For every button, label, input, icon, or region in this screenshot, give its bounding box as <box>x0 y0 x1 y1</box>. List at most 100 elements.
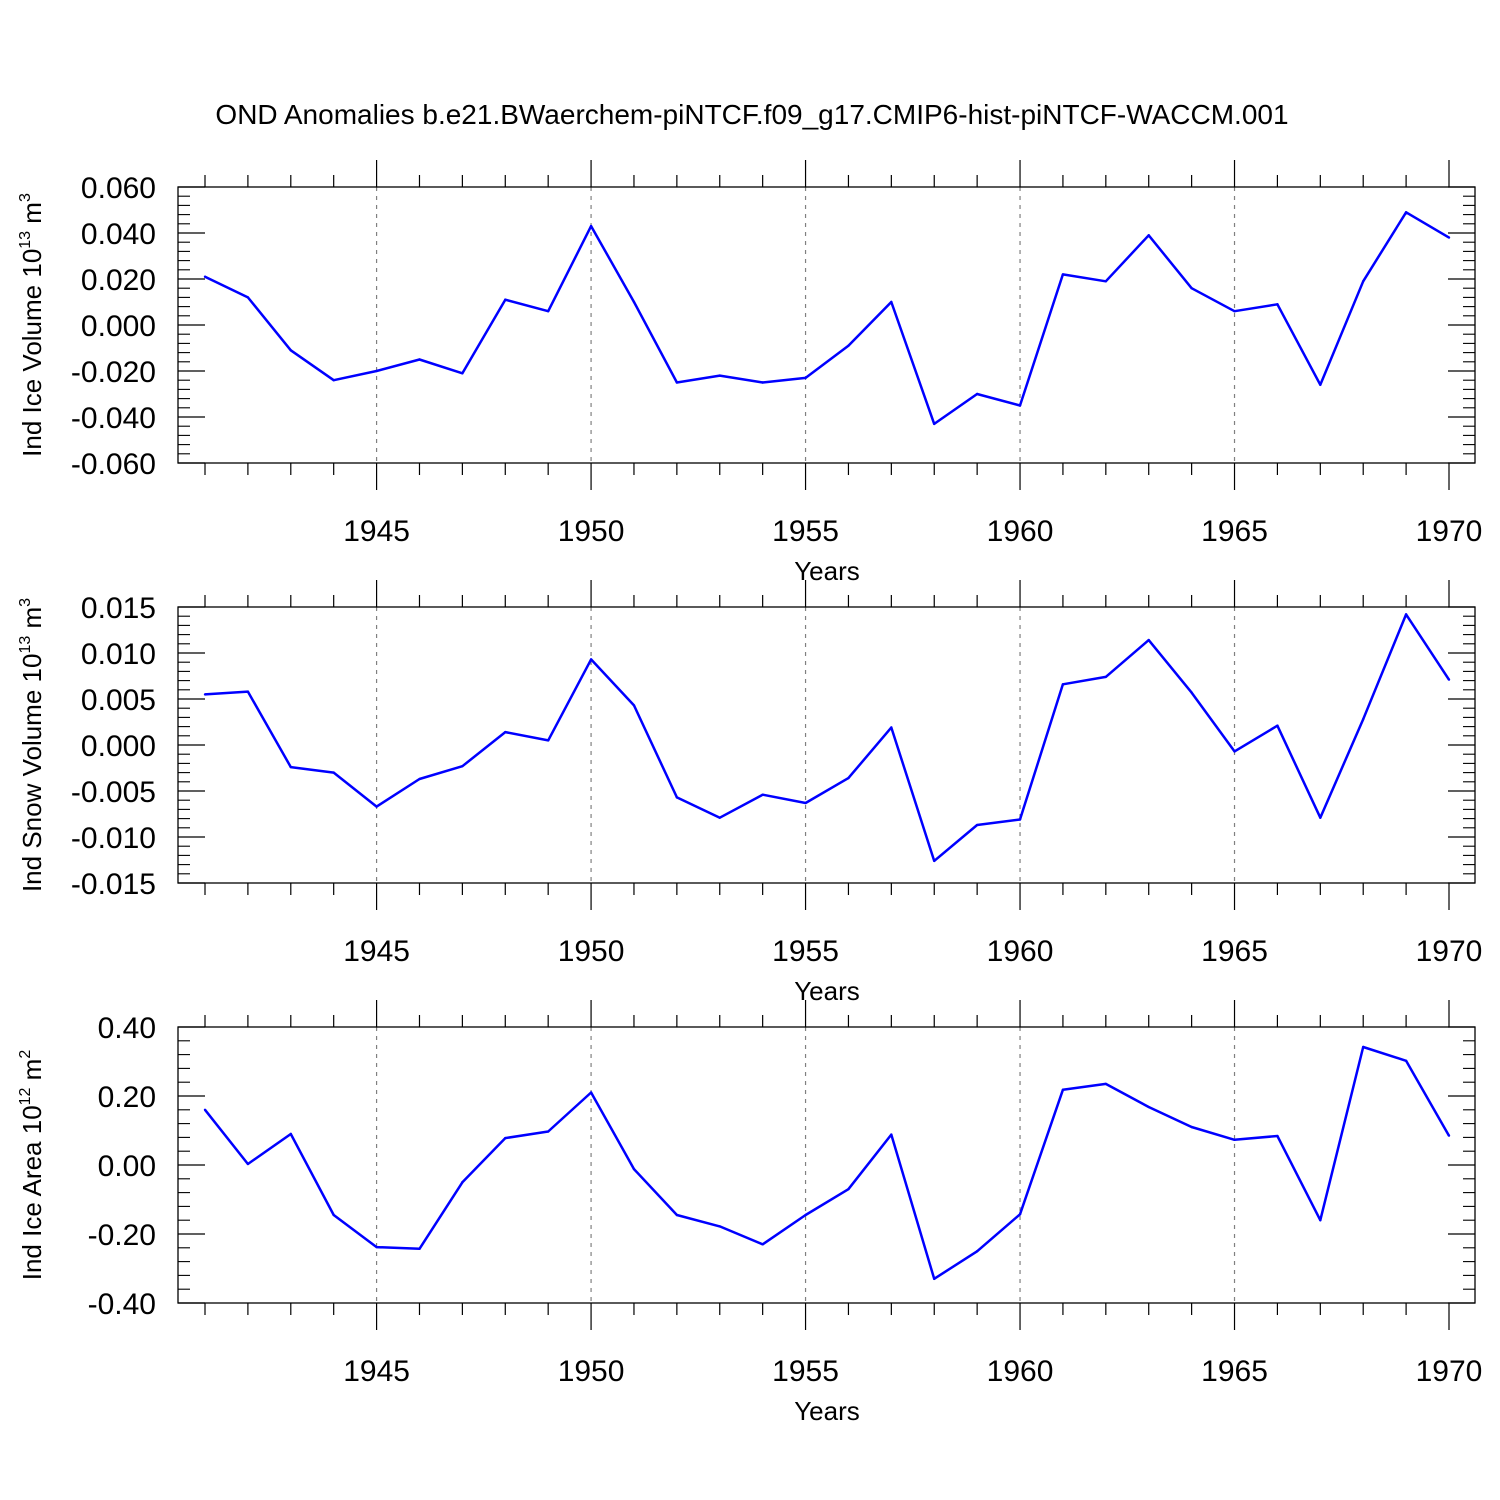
data-point <box>1276 303 1279 306</box>
data-point <box>418 777 421 781</box>
x-tick-label: 1970 <box>1416 515 1483 548</box>
y-axis-label: Ind Ice Volume 1013 m3 <box>17 193 47 457</box>
data-point <box>546 739 550 742</box>
data-point <box>1276 1134 1279 1138</box>
data-point <box>718 374 721 377</box>
x-tick-label: 1970 <box>1416 1355 1483 1388</box>
x-axis-label: Years <box>794 976 860 1006</box>
x-tick-label: 1950 <box>558 515 625 548</box>
y-tick-label: 0.000 <box>81 310 156 343</box>
data-point <box>632 1167 636 1171</box>
x-tick-label: 1945 <box>343 1355 410 1388</box>
data-point <box>589 224 593 228</box>
data-point <box>804 376 807 380</box>
y-tick-label: 0.20 <box>98 1081 156 1114</box>
data-point <box>246 1162 250 1166</box>
x-tick-label: 1945 <box>343 935 410 968</box>
x-tick-label: 1965 <box>1201 1355 1268 1388</box>
data-point <box>1404 1059 1408 1063</box>
series-line <box>204 211 1450 426</box>
x-tick-label: 1950 <box>558 1355 625 1388</box>
data-point <box>418 358 421 361</box>
x-axis-label: Years <box>794 556 860 586</box>
data-point <box>375 1245 378 1249</box>
series-line <box>204 613 1451 863</box>
data-point <box>589 1091 593 1094</box>
data-point <box>1319 1219 1322 1222</box>
data-point <box>975 823 979 827</box>
data-point <box>632 300 636 304</box>
data-point <box>203 1108 207 1112</box>
data-point <box>1319 383 1322 386</box>
plot-frame <box>177 1026 1476 1304</box>
y-tick-label: -0.005 <box>71 776 156 809</box>
y-tick-label: -0.40 <box>88 1288 156 1321</box>
data-point <box>418 1247 421 1251</box>
panel-2: 1945 1950 1955 1960 1965 1970 Years -0.015 -0.01… <box>17 580 1482 1006</box>
y-tick-label: 0.015 <box>81 592 156 625</box>
x-tick-label: 1950 <box>558 935 625 968</box>
data-point <box>1233 1138 1236 1142</box>
data-point <box>504 1136 507 1140</box>
data-point <box>332 379 335 382</box>
data-point <box>761 793 764 796</box>
data-point <box>1018 404 1022 407</box>
panel-3: 1945 1950 1955 1960 1965 1970 Years -0.40 -0.20 0… <box>17 1000 1482 1426</box>
data-point <box>1404 613 1408 616</box>
data-point <box>375 369 378 373</box>
data-point <box>975 392 979 396</box>
data-point <box>761 1243 764 1246</box>
data-point <box>289 349 292 352</box>
x-axis-label: Years <box>794 1396 860 1426</box>
data-point <box>1362 1045 1365 1049</box>
data-point <box>461 372 464 375</box>
x-tick-label: 1960 <box>987 1355 1054 1388</box>
data-point <box>1190 287 1193 290</box>
data-point <box>1447 678 1451 681</box>
data-point <box>332 1213 335 1217</box>
data-point <box>675 381 679 384</box>
data-point <box>975 1250 979 1253</box>
data-point <box>589 658 593 661</box>
x-tick-label: 1965 <box>1201 935 1268 968</box>
data-point <box>718 1225 721 1228</box>
data-point <box>546 1130 550 1133</box>
data-point <box>375 805 378 808</box>
plot-frame <box>177 606 1476 884</box>
data-point <box>1147 1105 1150 1109</box>
data-point <box>847 1187 850 1191</box>
data-point <box>1104 280 1108 283</box>
data-point <box>1362 280 1365 283</box>
chart-title: OND Anomalies b.e21.BWaerchem-piNTCF.f09… <box>215 99 1288 130</box>
data-point <box>804 1213 807 1217</box>
data-point <box>675 1213 679 1217</box>
data-point <box>675 796 679 799</box>
data-point <box>461 764 464 768</box>
y-tick-label: -0.020 <box>71 356 156 389</box>
data-point <box>761 381 764 384</box>
data-point <box>933 1277 936 1281</box>
data-point <box>1061 683 1065 686</box>
data-point <box>1061 1088 1065 1091</box>
data-point <box>890 1133 893 1136</box>
data-point <box>890 726 893 729</box>
data-point <box>1447 1134 1451 1137</box>
y-tick-label: 0.000 <box>81 730 156 763</box>
x-tick-label: 1960 <box>987 935 1054 968</box>
data-point <box>1233 750 1236 753</box>
data-point <box>933 859 936 863</box>
data-point <box>1018 818 1022 821</box>
y-tick-label: -0.060 <box>71 448 156 481</box>
data-point <box>1018 1213 1022 1216</box>
y-tick-label: 0.00 <box>98 1150 156 1183</box>
y-axis-label: Ind Snow Volume 1013 m3 <box>17 598 47 892</box>
data-point <box>1319 816 1322 819</box>
series-line <box>204 1045 1451 1281</box>
data-point <box>203 275 207 278</box>
x-tick-label: 1945 <box>343 515 410 548</box>
data-point <box>847 776 850 780</box>
data-point <box>332 771 335 774</box>
plot-frame <box>177 186 1476 464</box>
data-point <box>246 690 250 693</box>
y-tick-label: 0.060 <box>81 172 156 205</box>
